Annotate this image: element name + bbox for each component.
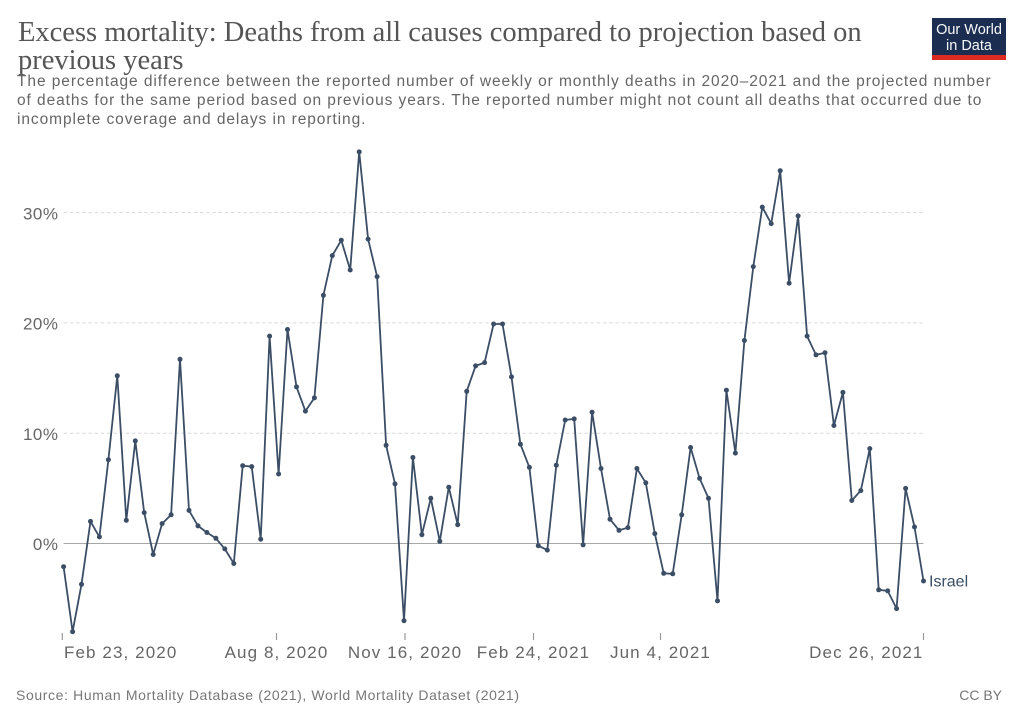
svg-text:Jun 4, 2021: Jun 4, 2021 [610, 643, 711, 662]
svg-text:30%: 30% [23, 204, 59, 223]
svg-text:20%: 20% [23, 315, 59, 334]
svg-text:Israel: Israel [929, 574, 968, 591]
svg-text:Feb 23, 2020: Feb 23, 2020 [64, 643, 177, 662]
svg-text:Nov 16, 2020: Nov 16, 2020 [348, 643, 462, 662]
svg-text:Feb 24, 2021: Feb 24, 2021 [477, 643, 590, 662]
svg-text:Aug 8, 2020: Aug 8, 2020 [225, 643, 329, 662]
svg-text:0%: 0% [33, 535, 59, 554]
svg-text:Dec 26, 2021: Dec 26, 2021 [809, 643, 923, 662]
svg-text:10%: 10% [23, 425, 59, 444]
